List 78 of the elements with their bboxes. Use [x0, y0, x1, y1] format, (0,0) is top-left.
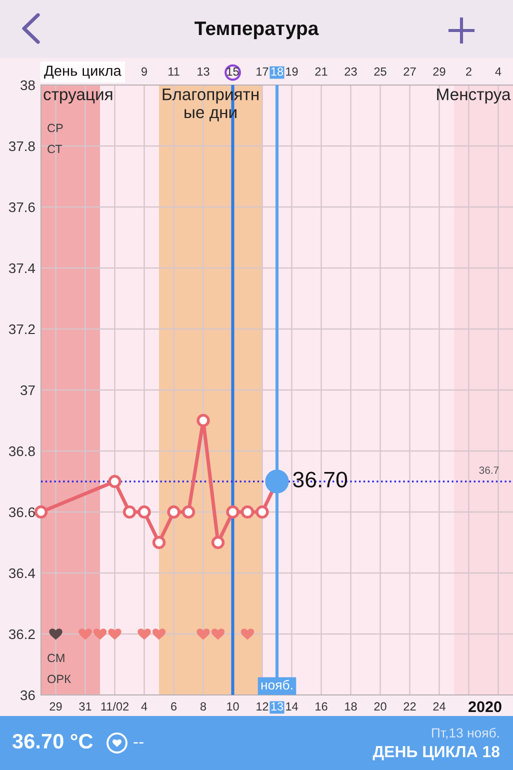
x2-tick-label: 25: [374, 67, 386, 76]
x-tick-label: 22: [404, 702, 416, 710]
x2-tick-label: 4: [495, 67, 502, 76]
annotation: ОРК: [48, 674, 71, 684]
point: [49, 628, 62, 640]
y-tick-label: 37: [20, 385, 35, 396]
y-tick-label: 36.6: [8, 507, 35, 518]
point: [152, 536, 166, 550]
band-label: Менструа: [437, 88, 511, 104]
y-tick-label: 36.2: [8, 629, 35, 640]
x-tick-label: 16: [316, 702, 328, 711]
x2-tick-label: 15: [227, 67, 239, 76]
ref-line-label: нояб.: [261, 680, 292, 690]
y-tick-label: 36: [20, 690, 35, 700]
point: [256, 505, 269, 519]
y-tick-label: 37.8: [8, 141, 35, 152]
text: 36.70 °C: [12, 734, 93, 749]
x-tick-label: 6: [171, 702, 177, 711]
point: [78, 628, 92, 640]
y-tick-label: 37.2: [8, 324, 35, 334]
y-tick-label: 37.6: [8, 202, 35, 212]
x2-tick-label: 19: [286, 67, 298, 76]
point: [211, 628, 225, 640]
point: [240, 505, 254, 519]
data-label: 36.70: [293, 472, 348, 488]
x-tick-label: 4: [141, 702, 148, 710]
x-tick-label: 8: [200, 702, 206, 711]
x-tick-label: 24: [433, 702, 446, 710]
x2-tick-label: 18: [271, 67, 284, 76]
x-tick-label: 13: [271, 702, 284, 711]
x-tick-label: 12: [256, 702, 268, 710]
annotation: СМ: [48, 654, 64, 662]
x-tick-label: 31: [79, 702, 92, 711]
x2-tick-label: 2: [466, 67, 472, 76]
x-tick-label: 10: [227, 702, 239, 711]
text: --: [134, 742, 144, 744]
point: [122, 505, 136, 519]
x2-tick-label: 11: [168, 67, 180, 76]
point: [211, 536, 225, 550]
x-tick-label: 20: [374, 702, 386, 711]
x2-axis-title: День цикла: [44, 66, 122, 79]
point: [226, 505, 240, 519]
point: [265, 470, 289, 494]
point: [93, 628, 107, 640]
band-label: струация: [44, 91, 112, 104]
point: [240, 628, 254, 640]
y-tick-label: 37.4: [8, 263, 36, 274]
text: 2020: [468, 701, 502, 712]
x2-tick-label: 17: [256, 67, 268, 76]
annotation: СР: [48, 124, 63, 132]
point: [182, 505, 196, 519]
point: [138, 628, 151, 640]
y-tick-label: 36.8: [8, 446, 35, 456]
x-tick-label: 14: [286, 702, 298, 710]
x2-tick-label: 21: [315, 67, 328, 76]
text: ДЕНЬ ЦИКЛА 18: [372, 746, 500, 760]
point: [108, 474, 122, 488]
x-tick-label: 18: [345, 702, 357, 711]
x2-tick-label: 27: [404, 67, 416, 76]
point: [196, 414, 210, 428]
point: [152, 628, 166, 640]
chart-title: Температура: [194, 22, 319, 40]
x2-tick-label: 29: [433, 67, 446, 76]
point: [167, 505, 180, 519]
annotation: СТ: [48, 144, 62, 154]
text: Пт,13 нояб.: [432, 728, 499, 740]
ref-line-label: 36.7: [479, 466, 499, 474]
x2-tick-label: 13: [198, 67, 210, 76]
y-tick-label: 36.4: [8, 568, 36, 578]
y-tick-label: 38: [20, 80, 35, 90]
x-tick-label: 11/02: [101, 702, 128, 711]
point: [138, 505, 151, 519]
x-tick-label: 29: [50, 702, 62, 711]
x2-tick-label: 9: [142, 67, 147, 76]
x2-tick-label: 23: [344, 67, 357, 76]
point: [108, 628, 122, 640]
point: [196, 628, 210, 640]
point: [34, 505, 48, 519]
